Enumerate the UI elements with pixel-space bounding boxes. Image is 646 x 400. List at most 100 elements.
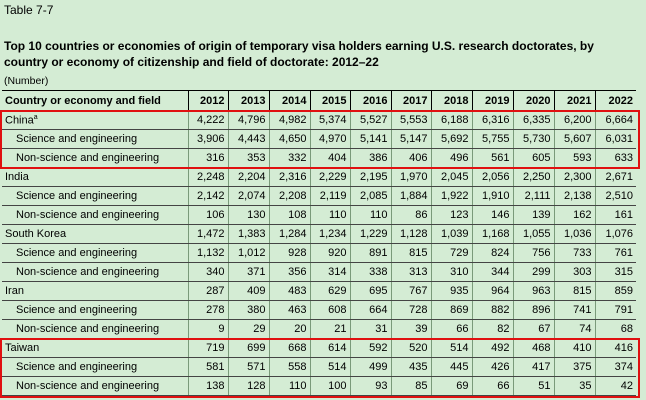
value-cell: 571 [227,357,269,377]
field-row: Non-science and engineering 340 371 356 314 3… [2,262,636,282]
value-cell: 417 [512,357,554,377]
value-cell: 5,141 [349,129,391,149]
value-cell: 499 [349,357,391,377]
row-label-text: Science and engineering [16,361,138,373]
value-cell: 6,200 [553,110,595,130]
value-cell: 299 [512,262,554,282]
row-label-text: China [5,114,34,127]
year-header: 2014 [268,90,310,111]
value-cell: 338 [349,262,391,282]
value-cell: 719 [187,338,228,358]
value-cell: 93 [349,376,391,396]
value-cell: 6,335 [512,110,554,130]
value-cell: 4,970 [309,129,350,149]
value-cell: 699 [227,338,269,358]
value-cell: 1,922 [430,186,472,206]
country-label: Iran [2,281,188,301]
value-cell: 1,039 [430,224,472,244]
value-cell: 86 [390,205,431,225]
field-row: Science and engineering 278 380 463 608 664 72… [2,300,636,320]
value-cell: 66 [430,319,472,339]
value-cell: 1,910 [471,186,513,206]
value-cell: 605 [512,148,554,168]
year-header: 2018 [430,90,472,111]
value-cell: 110 [309,205,350,225]
field-label: Non-science and engineering [2,319,188,339]
value-cell: 435 [390,357,431,377]
value-cell: 593 [553,148,595,168]
table-label: Table 7-7 [4,3,54,17]
value-cell: 130 [227,205,269,225]
value-cell: 406 [390,148,431,168]
header-row: Country or economy and field 2012 2013 2… [2,90,636,111]
year-header: 2012 [187,90,228,111]
value-cell: 161 [594,205,636,225]
value-cell: 5,607 [553,129,595,149]
value-cell: 468 [512,338,554,358]
value-cell: 2,208 [268,186,310,206]
value-cell: 2,111 [512,186,554,206]
value-cell: 1,284 [268,224,310,244]
value-cell: 2,056 [471,167,513,187]
value-cell: 426 [471,357,513,377]
value-cell: 815 [390,243,431,263]
value-cell: 1,884 [390,186,431,206]
value-cell: 2,316 [268,167,310,187]
value-cell: 1,132 [187,243,228,263]
value-cell: 74 [553,319,595,339]
header-label: Country or economy and field [2,90,188,111]
row-label-text: Taiwan [5,342,40,354]
row-label-text: Non-science and engineering [16,152,160,164]
value-cell: 303 [553,262,595,282]
value-cell: 278 [187,300,228,320]
value-cell: 733 [553,243,595,263]
value-cell: 4,650 [268,129,310,149]
value-cell: 69 [430,376,472,396]
value-cell: 6,031 [594,129,636,149]
value-cell: 6,316 [471,110,513,130]
value-cell: 5,730 [512,129,554,149]
country-row: Chinaa 4,222 4,796 4,982 5,374 5,527 5,553 6,18… [2,110,636,130]
row-label-text: Non-science and engineering [16,266,160,278]
value-cell: 2,074 [227,186,269,206]
field-label: Science and engineering [2,186,188,206]
field-row: Science and engineering 2,142 2,074 2,208 2,… [2,186,636,206]
value-cell: 4,222 [187,110,228,130]
value-cell: 138 [187,376,228,396]
row-label-text: India [5,171,29,183]
value-cell: 409 [227,281,269,301]
value-cell: 5,527 [349,110,391,130]
value-cell: 1,168 [471,224,513,244]
value-cell: 483 [268,281,310,301]
value-cell: 3,906 [187,129,228,149]
row-label-text: Science and engineering [16,304,138,316]
year-header: 2017 [390,90,431,111]
value-cell: 2,671 [594,167,636,187]
value-cell: 21 [309,319,350,339]
value-cell: 2,085 [349,186,391,206]
value-cell: 110 [349,205,391,225]
value-cell: 935 [430,281,472,301]
value-cell: 608 [309,300,350,320]
value-cell: 2,510 [594,186,636,206]
value-cell: 1,076 [594,224,636,244]
value-cell: 463 [268,300,310,320]
field-row: Science and engineering 1,132 1,012 928 920 8… [2,243,636,263]
value-cell: 2,138 [553,186,595,206]
data-table: Country or economy and field 2012 2013 2… [2,90,636,396]
value-cell: 375 [553,357,595,377]
field-row: Non-science and engineering 316 353 332 404 3… [2,148,636,168]
value-cell: 2,250 [512,167,554,187]
value-cell: 1,055 [512,224,554,244]
value-cell: 35 [553,376,595,396]
value-cell: 310 [430,262,472,282]
value-cell: 66 [471,376,513,396]
value-cell: 592 [349,338,391,358]
value-cell: 356 [268,262,310,282]
value-cell: 29 [227,319,269,339]
value-cell: 5,692 [430,129,472,149]
value-cell: 51 [512,376,554,396]
year-header: 2015 [309,90,350,111]
value-cell: 9 [187,319,228,339]
value-cell: 353 [227,148,269,168]
